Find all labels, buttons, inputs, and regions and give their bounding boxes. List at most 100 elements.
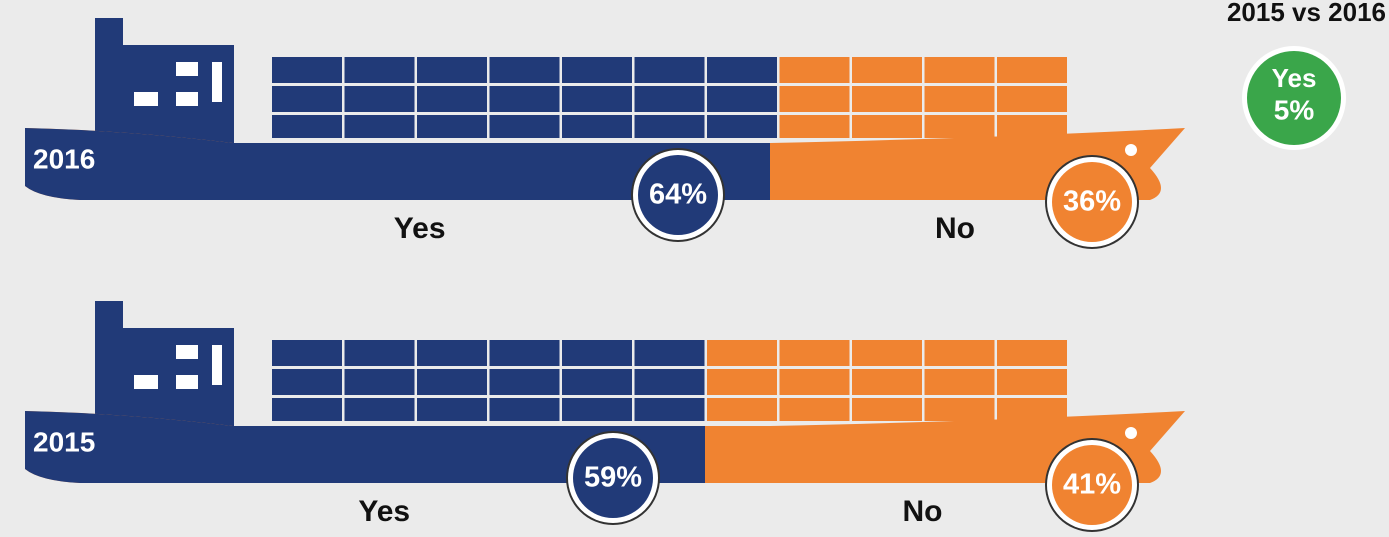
value-circle — [1052, 162, 1132, 242]
container — [924, 57, 995, 83]
container — [272, 398, 342, 421]
ship: 2015 Yes No 59% 41% — [25, 301, 1185, 532]
container — [779, 115, 850, 138]
container — [707, 115, 777, 138]
container — [852, 86, 922, 112]
container — [562, 398, 632, 421]
segment-name: Yes — [358, 495, 410, 528]
container — [562, 115, 632, 138]
window — [176, 92, 198, 106]
value-circle — [573, 438, 653, 518]
container — [707, 86, 777, 112]
container — [924, 115, 995, 138]
value-label: 41% — [1063, 469, 1121, 501]
container — [489, 369, 560, 395]
container — [997, 86, 1067, 112]
container — [852, 340, 922, 366]
hull-yes — [25, 128, 770, 200]
container — [634, 57, 705, 83]
smokestack — [95, 18, 123, 78]
container — [562, 86, 632, 112]
container — [852, 57, 922, 83]
title: 2015 vs 2016 — [1227, 0, 1386, 27]
segment-name: No — [935, 212, 975, 245]
segment-name: Yes — [394, 212, 446, 245]
container — [272, 115, 342, 138]
year-label: 2016 — [33, 143, 95, 174]
container — [272, 57, 342, 83]
container — [997, 340, 1067, 366]
smokestack — [95, 301, 123, 361]
container — [344, 340, 415, 366]
container — [272, 86, 342, 112]
window — [176, 345, 198, 359]
container — [779, 340, 850, 366]
container — [634, 369, 705, 395]
container — [344, 369, 415, 395]
container — [779, 369, 850, 395]
container — [707, 398, 777, 421]
container — [924, 86, 995, 112]
container — [779, 57, 850, 83]
container — [344, 86, 415, 112]
container — [634, 115, 705, 138]
porthole — [1125, 427, 1137, 439]
container — [344, 115, 415, 138]
container — [489, 398, 560, 421]
container — [707, 57, 777, 83]
window — [134, 92, 158, 106]
container — [417, 57, 487, 83]
container — [417, 115, 487, 138]
container — [997, 115, 1067, 138]
value-label: 36% — [1063, 186, 1121, 218]
container — [924, 398, 995, 421]
change-badge: Yes 5% — [1242, 46, 1346, 150]
value-label: 59% — [584, 462, 642, 494]
container — [852, 115, 922, 138]
container — [924, 369, 995, 395]
container — [489, 340, 560, 366]
hull-yes — [25, 411, 705, 483]
container — [634, 398, 705, 421]
container — [272, 369, 342, 395]
container — [779, 398, 850, 421]
container — [562, 340, 632, 366]
container — [779, 86, 850, 112]
year-label: 2015 — [33, 426, 95, 457]
container — [707, 340, 777, 366]
container — [707, 369, 777, 395]
porthole — [1125, 144, 1137, 156]
window — [134, 375, 158, 389]
container — [852, 369, 922, 395]
container — [489, 57, 560, 83]
container — [997, 369, 1067, 395]
container — [417, 340, 487, 366]
value-label: 64% — [649, 179, 707, 211]
container — [562, 369, 632, 395]
value-circle — [1052, 445, 1132, 525]
container — [852, 398, 922, 421]
container — [489, 86, 560, 112]
segment-name: No — [903, 495, 943, 528]
window — [176, 62, 198, 76]
container — [344, 57, 415, 83]
badge-label: Yes — [1272, 63, 1317, 93]
container — [924, 340, 995, 366]
ship: 2016 Yes No 64% 36% — [25, 18, 1185, 249]
badge-value: 5% — [1274, 94, 1315, 125]
container — [997, 398, 1067, 421]
container — [417, 369, 487, 395]
window — [212, 62, 222, 102]
container — [634, 86, 705, 112]
value-circle — [638, 155, 718, 235]
window — [176, 375, 198, 389]
container — [417, 86, 487, 112]
badge-circle — [1247, 51, 1341, 145]
window — [212, 345, 222, 385]
container — [634, 340, 705, 366]
container — [997, 57, 1067, 83]
container — [417, 398, 487, 421]
container — [562, 57, 632, 83]
